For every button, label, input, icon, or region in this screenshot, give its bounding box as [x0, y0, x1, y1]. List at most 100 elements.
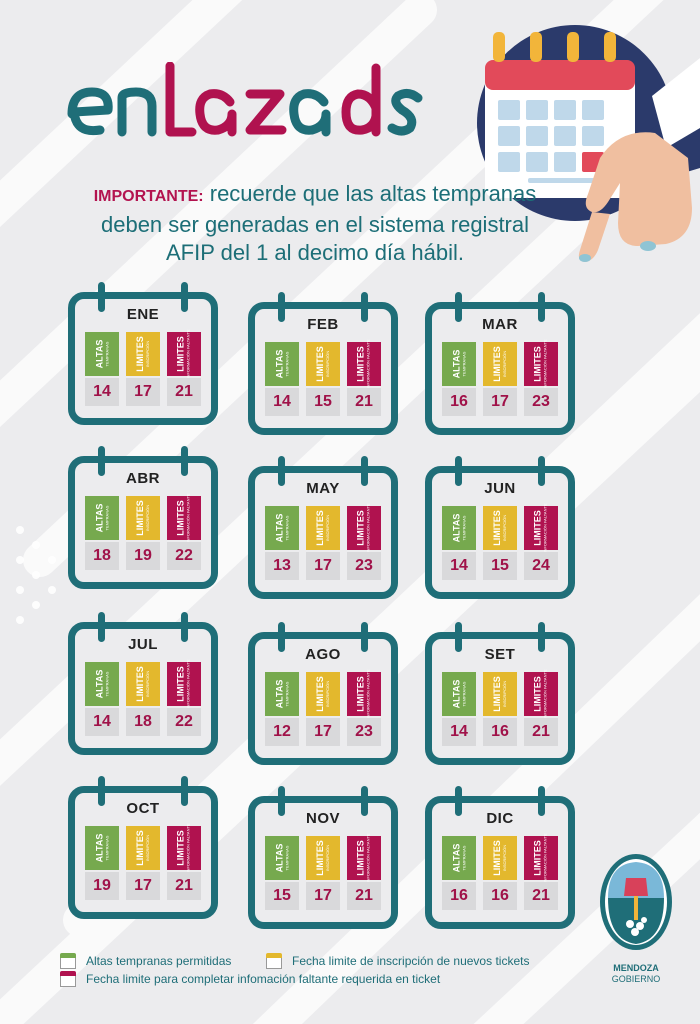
altas-label: ALTAS	[93, 503, 104, 533]
inscripcion-day: 16	[483, 718, 517, 746]
inscripcion-sublabel: INSCRIPCIÓN	[325, 514, 330, 542]
calendar-ring-icon	[538, 292, 545, 322]
informacion-label: LIMITES	[176, 666, 186, 702]
inscripcion-label: LIMITES	[135, 666, 145, 702]
date-blocks: ALTAS TEMPRANAS LIMITES INSCRIPCIÓN LIMITES I…	[265, 833, 381, 884]
altas-sublabel: TEMPRANAS	[283, 845, 289, 871]
inscripcion-sublabel: INSCRIPCIÓN	[145, 340, 150, 368]
date-blocks: ALTAS TEMPRANAS LIMITES INSCRIPCIÓN LIMITES I…	[265, 669, 381, 720]
inscripcion-day: 17	[126, 872, 160, 900]
date-numbers: 15 17 21	[265, 882, 381, 914]
date-blocks: ALTAS TEMPRANAS LIMITES INSCRIPCIÓN LIMITES I…	[85, 329, 201, 380]
informacion-block: LIMITES INFORMACIÓN FALTANTE	[167, 329, 201, 379]
inscripcion-block: LIMITES INSCRIPCIÓN	[483, 836, 517, 880]
calendar-ring-icon	[181, 446, 188, 476]
altas-block: ALTAS TEMPRANAS	[442, 342, 476, 386]
altas-label: ALTAS	[273, 349, 284, 379]
informacion-day: 24	[524, 552, 558, 580]
calendar-ring-icon	[181, 282, 188, 312]
calendar-may: MAY ALTAS TEMPRANAS LIMITES INSCRIPCIÓN LIMIT…	[248, 456, 398, 599]
calendar-ring-icon	[538, 622, 545, 652]
month-name: OCT	[126, 800, 160, 817]
informacion-label: LIMITES	[533, 676, 543, 712]
date-numbers: 14 15 21	[265, 388, 381, 420]
date-blocks: ALTAS TEMPRANAS LIMITES INSCRIPCIÓN LIMITES I…	[442, 503, 558, 554]
inscripcion-block: LIMITES INSCRIPCIÓN	[126, 826, 160, 870]
yellow-calendar-icon	[266, 953, 282, 969]
calendar-ring-icon	[278, 622, 285, 652]
inscripcion-day: 17	[306, 718, 340, 746]
calendar-ago: AGO ALTAS TEMPRANAS LIMITES INSCRIPCIÓN LIMIT…	[248, 622, 398, 765]
inscripcion-day: 15	[306, 388, 340, 416]
inscripcion-block: LIMITES INSCRIPCIÓN	[483, 342, 517, 386]
altas-label: ALTAS	[93, 339, 104, 369]
inscripcion-label: LIMITES	[315, 840, 325, 876]
altas-sublabel: TEMPRANAS	[460, 351, 466, 377]
informacion-block: LIMITES INFORMACIÓN FALTANTE	[524, 669, 558, 719]
magenta-calendar-icon	[60, 971, 76, 987]
altas-label: ALTAS	[93, 669, 104, 699]
inscripcion-sublabel: INSCRIPCIÓN	[502, 350, 507, 378]
date-blocks: ALTAS TEMPRANAS LIMITES INSCRIPCIÓN LIMITES I…	[442, 669, 558, 720]
altas-day: 16	[442, 882, 476, 910]
altas-block: ALTAS TEMPRANAS	[85, 332, 119, 376]
calendar-ring-icon	[361, 786, 368, 816]
date-numbers: 14 16 21	[442, 718, 558, 750]
informacion-sublabel: INFORMACIÓN FALTANTE	[543, 833, 548, 883]
inscripcion-block: LIMITES INSCRIPCIÓN	[306, 506, 340, 550]
altas-day: 19	[85, 872, 119, 900]
inscripcion-block: LIMITES INSCRIPCIÓN	[483, 672, 517, 716]
informacion-label: LIMITES	[533, 346, 543, 382]
informacion-sublabel: INFORMACIÓN FALTANTE	[366, 339, 371, 389]
calendar-ring-icon	[98, 776, 105, 806]
informacion-day: 21	[167, 378, 201, 406]
informacion-block: LIMITES INFORMACIÓN FALTANTE	[167, 493, 201, 543]
inscripcion-sublabel: INSCRIPCIÓN	[325, 844, 330, 872]
important-text: recuerde que las altas tempranas deben s…	[100, 181, 537, 265]
date-numbers: 16 16 21	[442, 882, 558, 914]
emblem-line2: GOBIERNO	[611, 974, 661, 984]
inscripcion-label: LIMITES	[315, 346, 325, 382]
legend-item-inscripcion: Fecha limite de inscripción de nuevos ti…	[266, 953, 529, 969]
month-name: JUL	[128, 636, 158, 653]
altas-sublabel: TEMPRANAS	[283, 351, 289, 377]
informacion-sublabel: INFORMACIÓN FALTANTE	[186, 493, 191, 543]
informacion-block: LIMITES INFORMACIÓN FALTANTE	[167, 823, 201, 873]
informacion-day: 21	[347, 882, 381, 910]
informacion-block: LIMITES INFORMACIÓN FALTANTE	[524, 833, 558, 883]
informacion-block: LIMITES INFORMACIÓN FALTANTE	[524, 339, 558, 389]
calendar-oct: OCT ALTAS TEMPRANAS LIMITES INSCRIPCIÓN LIMIT…	[68, 776, 218, 919]
altas-block: ALTAS TEMPRANAS	[85, 826, 119, 870]
informacion-sublabel: INFORMACIÓN FALTANTE	[543, 339, 548, 389]
month-name: DIC	[486, 810, 514, 827]
altas-day: 14	[442, 718, 476, 746]
calendar-ene: ENE ALTAS TEMPRANAS LIMITES INSCRIPCIÓN LIMIT…	[68, 282, 218, 425]
date-blocks: ALTAS TEMPRANAS LIMITES INSCRIPCIÓN LIMITES I…	[85, 659, 201, 710]
altas-day: 14	[265, 388, 299, 416]
inscripcion-day: 17	[483, 388, 517, 416]
date-blocks: ALTAS TEMPRANAS LIMITES INSCRIPCIÓN LIMITES I…	[442, 339, 558, 390]
calendar-set: SET ALTAS TEMPRANAS LIMITES INSCRIPCIÓN LIMIT…	[425, 622, 575, 765]
altas-day: 15	[265, 882, 299, 910]
date-numbers: 18 19 22	[85, 542, 201, 574]
calendar-jun: JUN ALTAS TEMPRANAS LIMITES INSCRIPCIÓN LIMIT…	[425, 456, 575, 599]
inscripcion-day: 18	[126, 708, 160, 736]
inscripcion-sublabel: INSCRIPCIÓN	[325, 350, 330, 378]
altas-day: 16	[442, 388, 476, 416]
calendar-ring-icon	[361, 456, 368, 486]
month-name: ENE	[126, 306, 160, 323]
calendar-ring-icon	[455, 292, 462, 322]
altas-block: ALTAS TEMPRANAS	[265, 836, 299, 880]
altas-sublabel: TEMPRANAS	[460, 845, 466, 871]
month-name: JUN	[484, 480, 516, 497]
informacion-sublabel: INFORMACIÓN FALTANTE	[186, 659, 191, 709]
informacion-day: 23	[524, 388, 558, 416]
month-name: AGO	[305, 646, 341, 663]
month-name: MAR	[482, 316, 518, 333]
informacion-day: 22	[167, 542, 201, 570]
inscripcion-sublabel: INSCRIPCIÓN	[145, 834, 150, 862]
enlazados-logo	[67, 62, 423, 137]
inscripcion-block: LIMITES INSCRIPCIÓN	[126, 662, 160, 706]
legend-informacion-text: Fecha limite para completar infomación f…	[86, 972, 441, 986]
calendar-ring-icon	[98, 282, 105, 312]
